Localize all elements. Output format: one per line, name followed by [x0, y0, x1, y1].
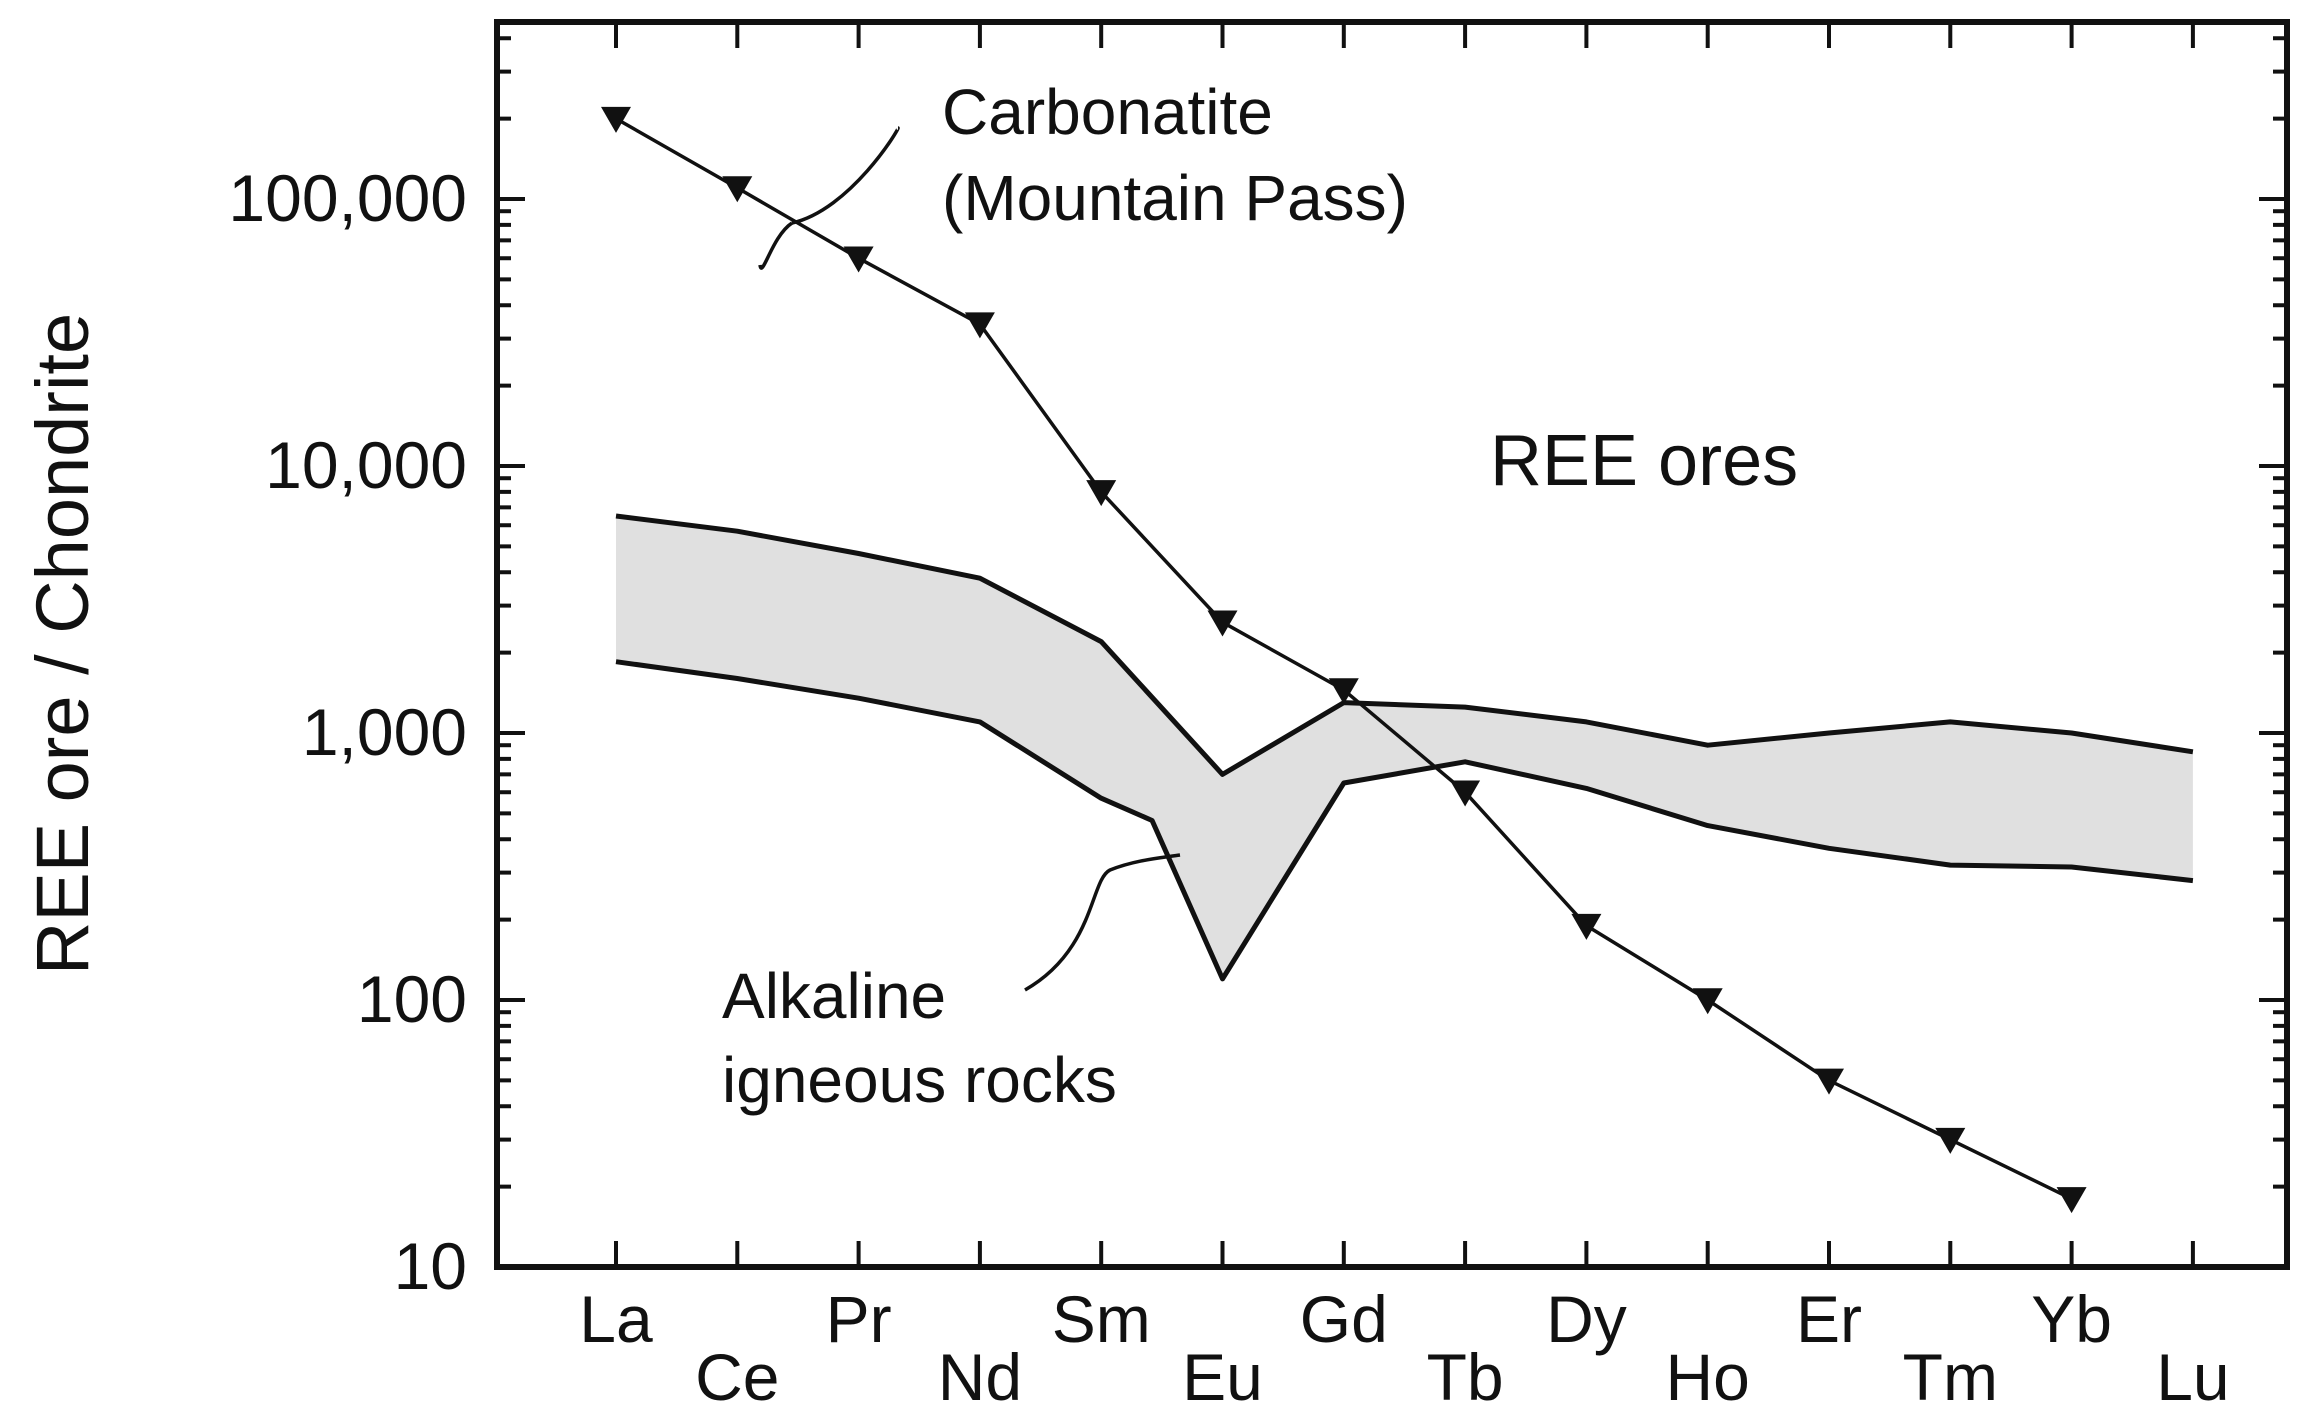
x-tick-label: Gd [1300, 1282, 1388, 1356]
x-tick-label: Sm [1052, 1282, 1151, 1356]
x-tick-label: Dy [1546, 1282, 1627, 1356]
y-tick-label: 100 [357, 962, 467, 1036]
carbonatite-data-point [1814, 1068, 1844, 1095]
x-tick-label: La [579, 1282, 653, 1356]
ree-ores-label: REE ores [1490, 421, 1798, 501]
x-tick-label: Eu [1182, 1340, 1263, 1414]
carbonatite-data-point [2056, 1187, 2087, 1214]
plot-frame [494, 19, 2290, 1270]
carbonatite-leader-line [791, 126, 900, 225]
y-tick-label: 10 [394, 1229, 467, 1303]
alkaline-band-lower-edge [615, 659, 2194, 982]
x-tick-label: Ce [695, 1340, 779, 1414]
x-tick-label: Ho [1666, 1340, 1750, 1414]
y-axis: 10 100 1,000 10,000 100,000 [228, 36, 2287, 1303]
x-tick-label: Tm [1903, 1340, 1998, 1414]
alkaline-band-fill [616, 516, 2193, 979]
carbonatite-data-point [1328, 678, 1359, 705]
y-axis-title: REE ore / Chondrite [21, 313, 104, 975]
carbonatite-data-point [1935, 1127, 1966, 1154]
carbonatite-label-line2: (Mountain Pass) [942, 162, 1408, 234]
carbonatite-data-point [1692, 988, 1723, 1015]
carbonatite-data-point [964, 312, 995, 339]
plot-area: Carbonatite (Mountain Pass) REE ores Alk… [601, 76, 2194, 1214]
x-tick-label: Tb [1427, 1340, 1504, 1414]
x-axis: La Ce Pr Nd Sm Eu Gd Tb Dy Ho Er Tm Yb Lu [579, 22, 2230, 1414]
carbonatite-data-point [601, 106, 631, 133]
carbonatite-data-point [1571, 913, 1602, 940]
x-tick-label: Pr [826, 1282, 892, 1356]
carbonatite-leader-line [758, 221, 794, 270]
x-tick-label: Er [1796, 1282, 1862, 1356]
x-tick-label: Yb [2031, 1282, 2112, 1356]
x-tick-label: Lu [2156, 1340, 2229, 1414]
carbonatite-data-point [1086, 480, 1117, 507]
alkaline-label-line1: Alkaline [722, 960, 946, 1032]
y-tick-label: 1,000 [302, 695, 467, 769]
alkaline-band-upper-edge [615, 513, 2194, 777]
carbonatite-data-point [1207, 610, 1238, 637]
carbonatite-label-line1: Carbonatite [942, 76, 1273, 148]
y-tick-label: 10,000 [265, 428, 467, 502]
x-tick-label: Nd [938, 1340, 1022, 1414]
carbonatite-markers [601, 106, 2087, 1214]
carbonatite-data-point [843, 246, 874, 273]
alkaline-label-line2: igneous rocks [722, 1044, 1117, 1116]
alkaline-leader-line [1024, 853, 1181, 992]
y-tick-label: 100,000 [228, 161, 467, 235]
carbonatite-data-point [1450, 780, 1481, 807]
carbonatite-data-point [722, 176, 753, 203]
